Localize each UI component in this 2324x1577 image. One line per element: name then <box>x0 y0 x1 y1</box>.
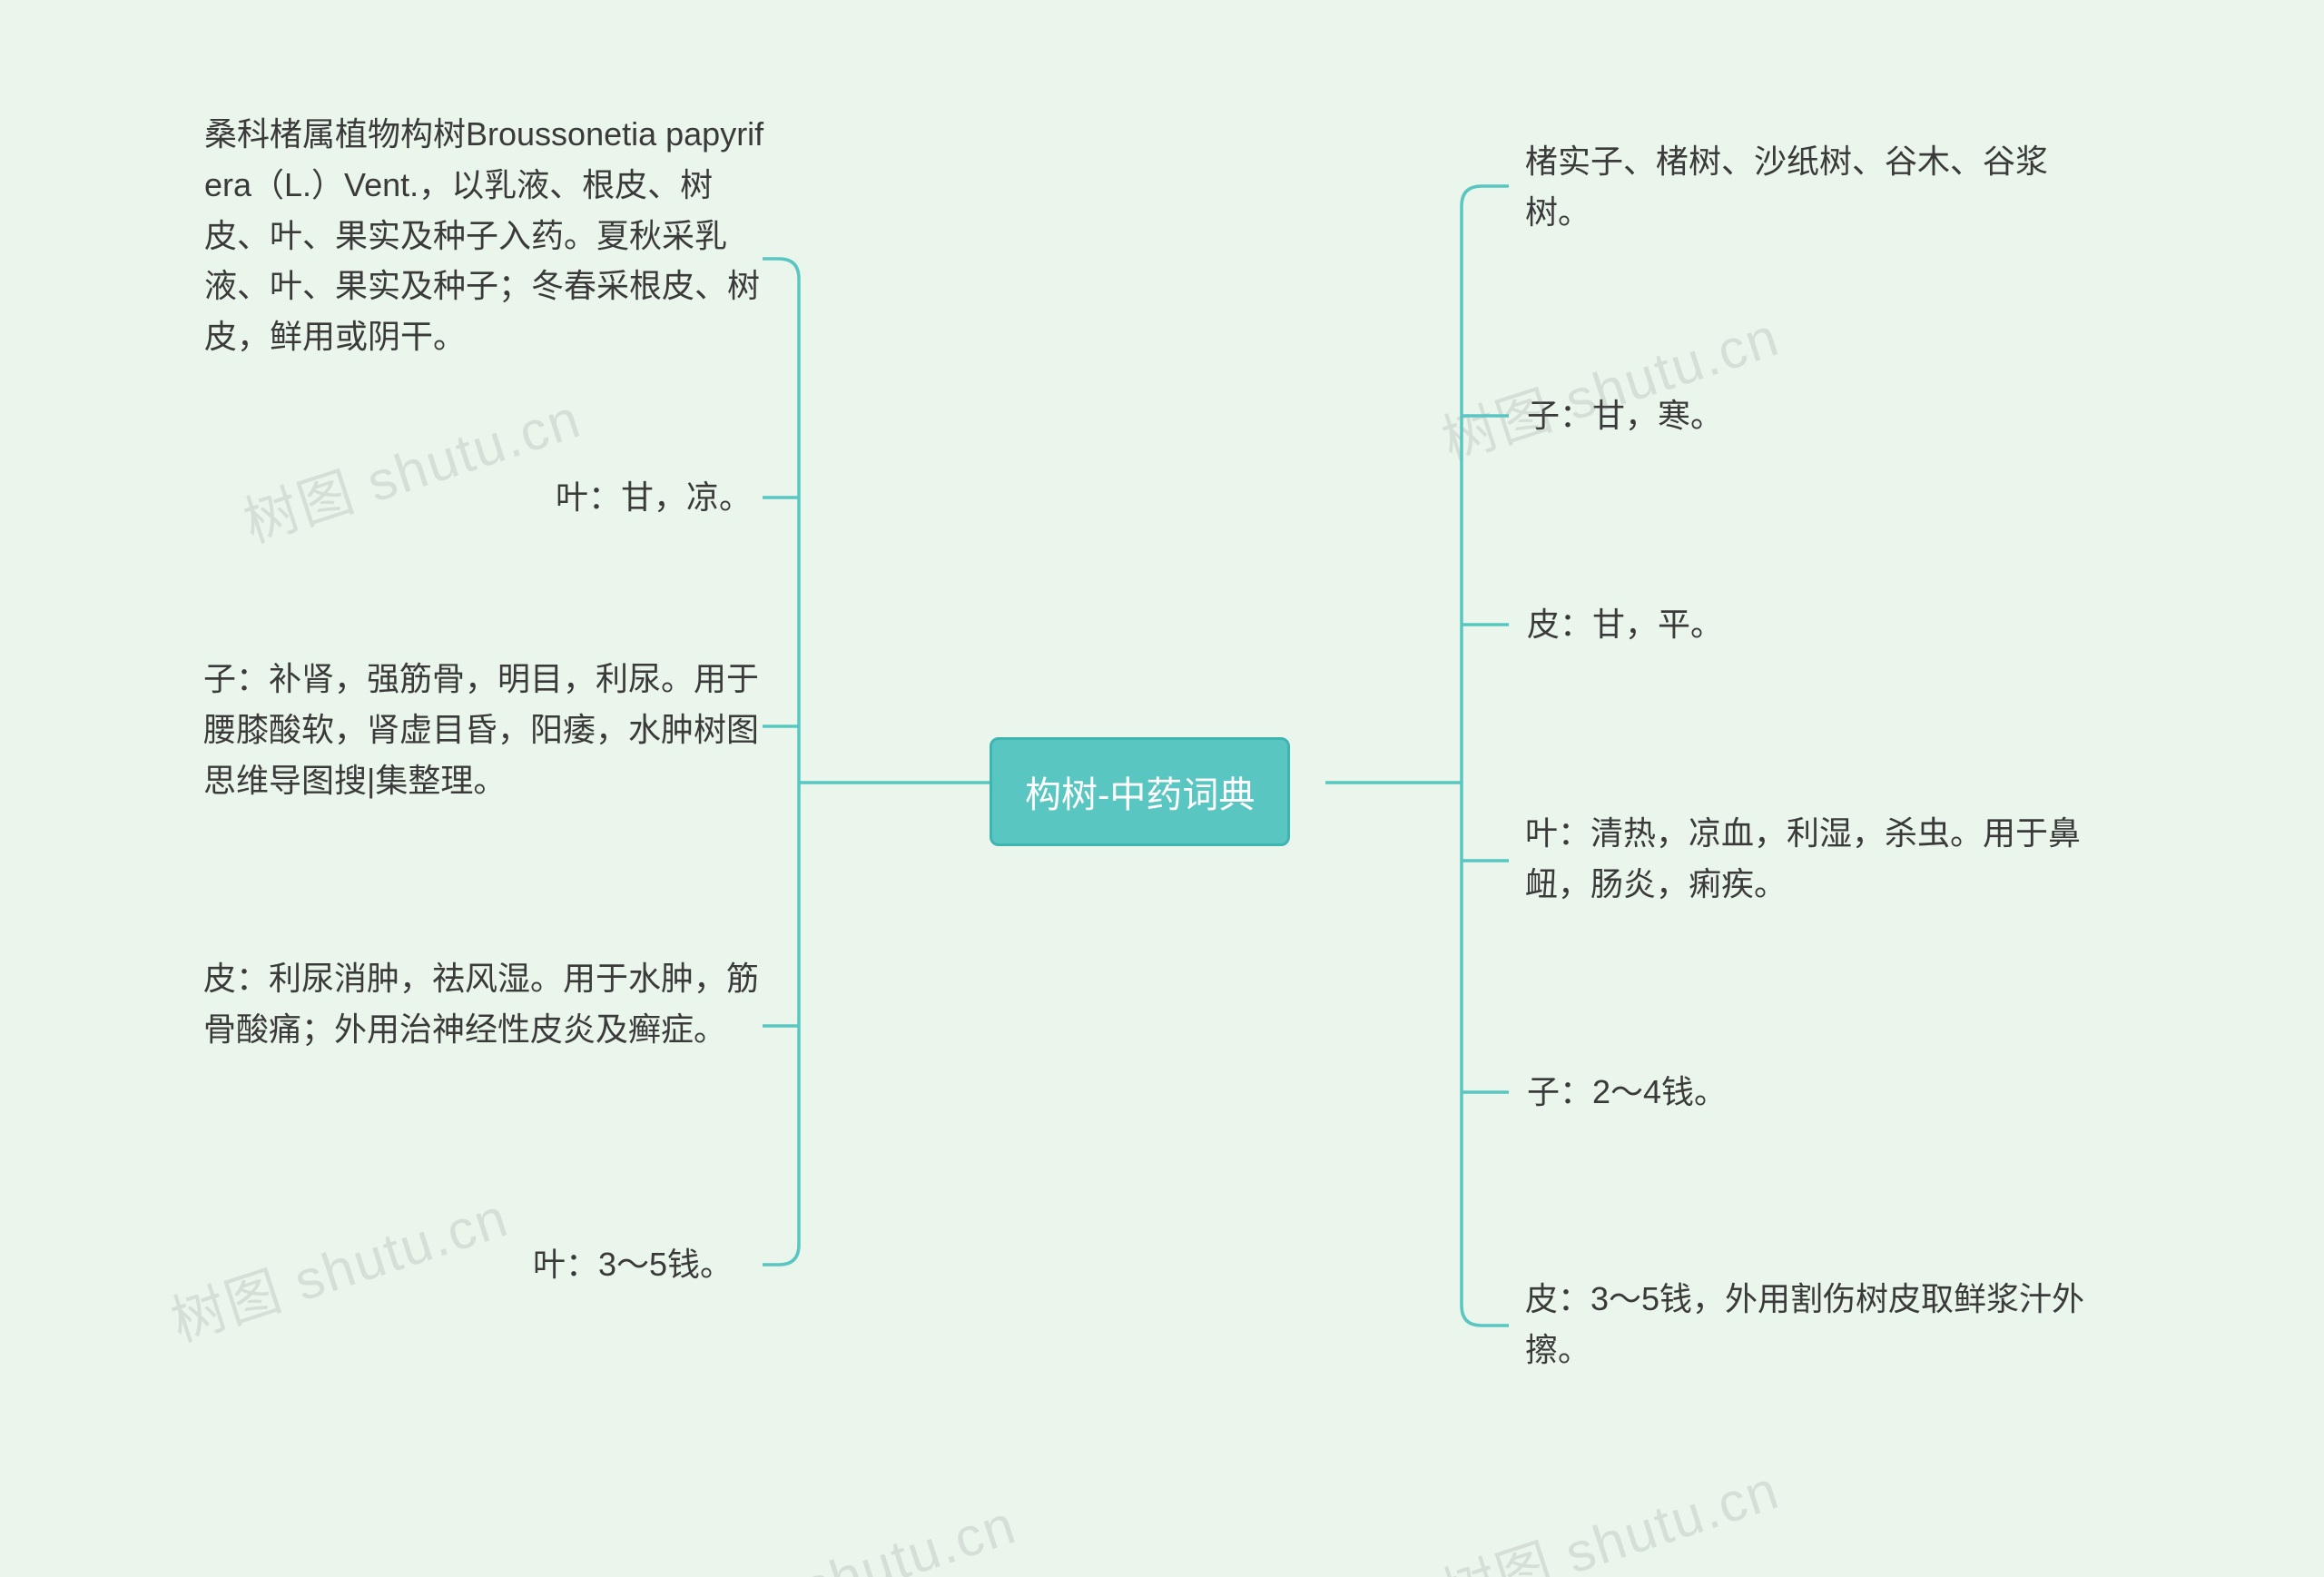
watermark-3: shutu.cn <box>794 1493 1023 1577</box>
watermark-2: 树图 shutu.cn <box>160 1174 517 1357</box>
leaf-left-2[interactable]: 子：补肾，强筋骨，明目，利尿。用于腰膝酸软，肾虚目昏，阳痿，水肿树图思维导图搜|… <box>203 654 775 805</box>
leaf-right-1[interactable]: 子：甘，寒。 <box>1527 390 1723 441</box>
watermark-0: 树图 shutu.cn <box>232 375 590 558</box>
leaf-left-3[interactable]: 皮：利尿消肿，祛风湿。用于水肿，筋骨酸痛；外用治神经性皮炎及癣症。 <box>203 953 775 1055</box>
leaf-right-3[interactable]: 叶：清热，凉血，利湿，杀虫。用于鼻衄，肠炎，痢疾。 <box>1525 808 2097 910</box>
watermark-1: 树图 shutu.cn <box>1431 293 1788 477</box>
leaf-left-0[interactable]: 桑科楮属植物构树Broussonetia papyrifera（L.）Vent.… <box>204 109 776 362</box>
leaf-right-4[interactable]: 子：2～4钱。 <box>1527 1067 1727 1118</box>
leaf-right-2[interactable]: 皮：甘，平。 <box>1527 599 1723 650</box>
leaf-left-4[interactable]: 叶：3～5钱。 <box>533 1239 733 1290</box>
leaf-right-5[interactable]: 皮：3～5钱，外用割伤树皮取鲜浆汁外擦。 <box>1525 1274 2097 1375</box>
watermark-4: 树图 shutu.cn <box>1431 1446 1788 1577</box>
mindmap-center[interactable]: 构树-中药词典 <box>990 737 1290 846</box>
leaf-right-0[interactable]: 楮实子、楮树、沙纸树、谷木、谷浆树。 <box>1525 136 2097 238</box>
leaf-left-1[interactable]: 叶：甘，凉。 <box>556 472 752 523</box>
